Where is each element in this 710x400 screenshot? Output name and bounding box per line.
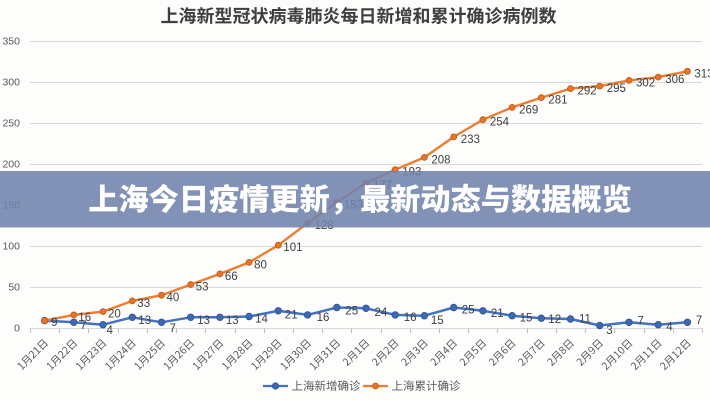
svg-text:16: 16 — [404, 312, 417, 324]
svg-text:7: 7 — [638, 315, 644, 327]
svg-text:24: 24 — [375, 307, 388, 319]
svg-text:66: 66 — [225, 271, 238, 283]
svg-text:250: 250 — [2, 118, 20, 130]
svg-text:15: 15 — [431, 315, 444, 327]
svg-text:7: 7 — [80, 320, 86, 332]
svg-text:13: 13 — [197, 315, 210, 327]
svg-text:101: 101 — [283, 242, 302, 254]
svg-text:269: 269 — [519, 104, 538, 116]
svg-text:7: 7 — [696, 315, 702, 327]
svg-text:306: 306 — [665, 74, 684, 86]
svg-text:13: 13 — [226, 315, 239, 327]
svg-text:80: 80 — [254, 259, 267, 271]
svg-text:53: 53 — [196, 282, 209, 294]
svg-text:12: 12 — [548, 314, 561, 326]
svg-text:16: 16 — [78, 312, 91, 324]
svg-text:3: 3 — [606, 325, 612, 337]
svg-text:11: 11 — [579, 314, 591, 326]
svg-text:208: 208 — [431, 154, 450, 166]
svg-text:25: 25 — [345, 306, 358, 318]
svg-text:254: 254 — [490, 117, 510, 129]
svg-text:13: 13 — [138, 315, 151, 327]
svg-text:281: 281 — [548, 95, 567, 107]
svg-text:0: 0 — [14, 323, 20, 335]
svg-text:21: 21 — [491, 308, 504, 320]
svg-text:302: 302 — [636, 77, 655, 89]
svg-text:15: 15 — [520, 313, 533, 325]
svg-text:100: 100 — [2, 241, 20, 253]
svg-text:4: 4 — [107, 325, 114, 337]
svg-text:14: 14 — [255, 314, 268, 326]
svg-text:292: 292 — [578, 86, 597, 98]
svg-text:9: 9 — [51, 317, 57, 329]
svg-text:20: 20 — [108, 309, 121, 321]
svg-text:16: 16 — [317, 312, 330, 324]
svg-text:4: 4 — [666, 322, 673, 334]
svg-text:350: 350 — [2, 36, 20, 48]
svg-text:200: 200 — [2, 159, 20, 171]
svg-text:21: 21 — [285, 309, 298, 321]
svg-text:295: 295 — [607, 83, 626, 95]
svg-text:33: 33 — [137, 298, 150, 310]
svg-text:233: 233 — [461, 134, 480, 146]
svg-text:40: 40 — [167, 292, 180, 304]
svg-text:50: 50 — [8, 282, 20, 294]
svg-text:313: 313 — [694, 68, 710, 80]
svg-text:300: 300 — [2, 77, 20, 89]
svg-text:7: 7 — [170, 323, 176, 335]
svg-text:25: 25 — [462, 305, 475, 317]
